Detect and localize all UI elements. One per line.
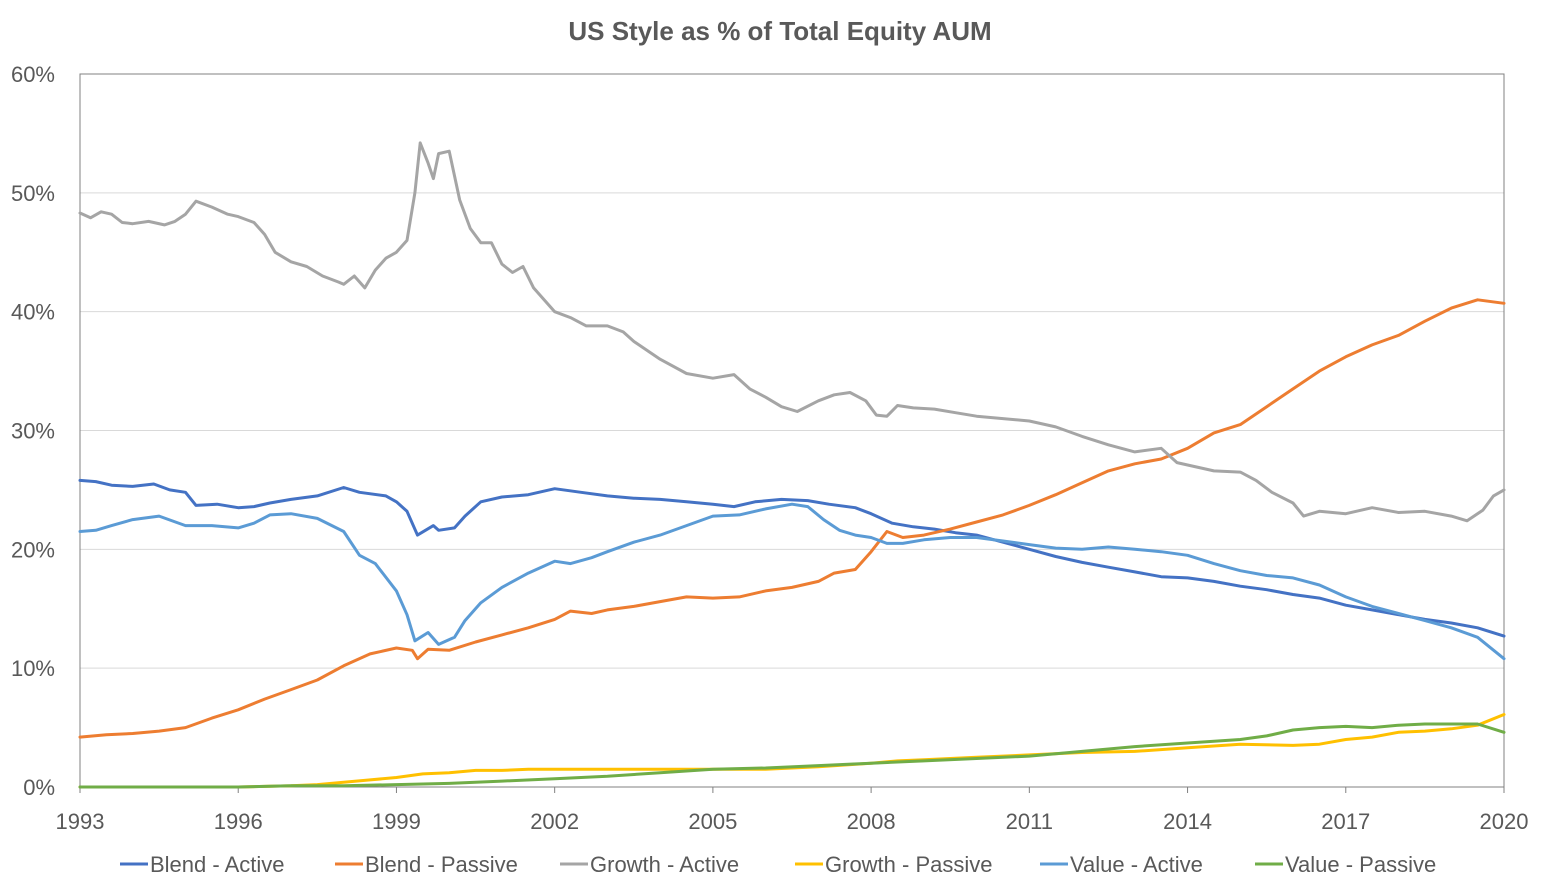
legend-label: Growth - Passive: [825, 852, 993, 877]
y-tick-label: 60%: [11, 62, 55, 87]
series-line-blend-active: [78, 478, 1506, 638]
x-tick-label: 1999: [372, 809, 421, 834]
legend-item: Value - Passive: [1255, 852, 1436, 877]
series-line-growth-passive: [78, 713, 1506, 789]
y-tick-label: 50%: [11, 181, 55, 206]
legend-item: Blend - Active: [120, 852, 285, 877]
x-tick-label: 2011: [1006, 809, 1053, 834]
x-tick-label: 1993: [56, 809, 105, 834]
y-tick-label: 20%: [11, 537, 55, 562]
series-line-value-passive: [78, 722, 1506, 789]
legend-item: Growth - Passive: [795, 852, 993, 877]
legend-item: Value - Active: [1040, 852, 1203, 877]
legend-label: Blend - Active: [150, 852, 285, 877]
x-tick-label: 2002: [530, 809, 579, 834]
y-tick-label: 10%: [11, 656, 55, 681]
legend-item: Growth - Active: [560, 852, 739, 877]
legend-label: Growth - Active: [590, 852, 739, 877]
series-lines: [78, 141, 1506, 789]
x-tick-label: 2005: [688, 809, 737, 834]
legend-item: Blend - Passive: [335, 852, 518, 877]
series-line-growth-active: [78, 141, 1506, 523]
x-tick-label: 1996: [214, 809, 263, 834]
axes: 0% 10% 20% 30% 40% 50% 60% 1993 1996 1999 2002 2005…: [11, 62, 1529, 834]
legend-label: Value - Active: [1070, 852, 1203, 877]
legend: Blend - Active Blend - Passive Growth - Ac…: [120, 852, 1436, 877]
y-tick-label: 40%: [11, 300, 55, 325]
plot-border: [79, 73, 1505, 788]
x-tick-label: 2017: [1321, 809, 1370, 834]
y-tick-label: 30%: [11, 419, 55, 444]
x-tick-label: 2020: [1480, 809, 1529, 834]
legend-label: Blend - Passive: [365, 852, 518, 877]
y-tick-label: 0%: [23, 775, 55, 800]
series-line-blend-passive: [78, 298, 1506, 739]
chart-title: US Style as % of Total Equity AUM: [568, 16, 991, 46]
x-tick-label: 2014: [1163, 809, 1212, 834]
legend-label: Value - Passive: [1285, 852, 1436, 877]
x-tick-label: 2008: [847, 809, 896, 834]
series-line-value-active: [78, 502, 1506, 661]
